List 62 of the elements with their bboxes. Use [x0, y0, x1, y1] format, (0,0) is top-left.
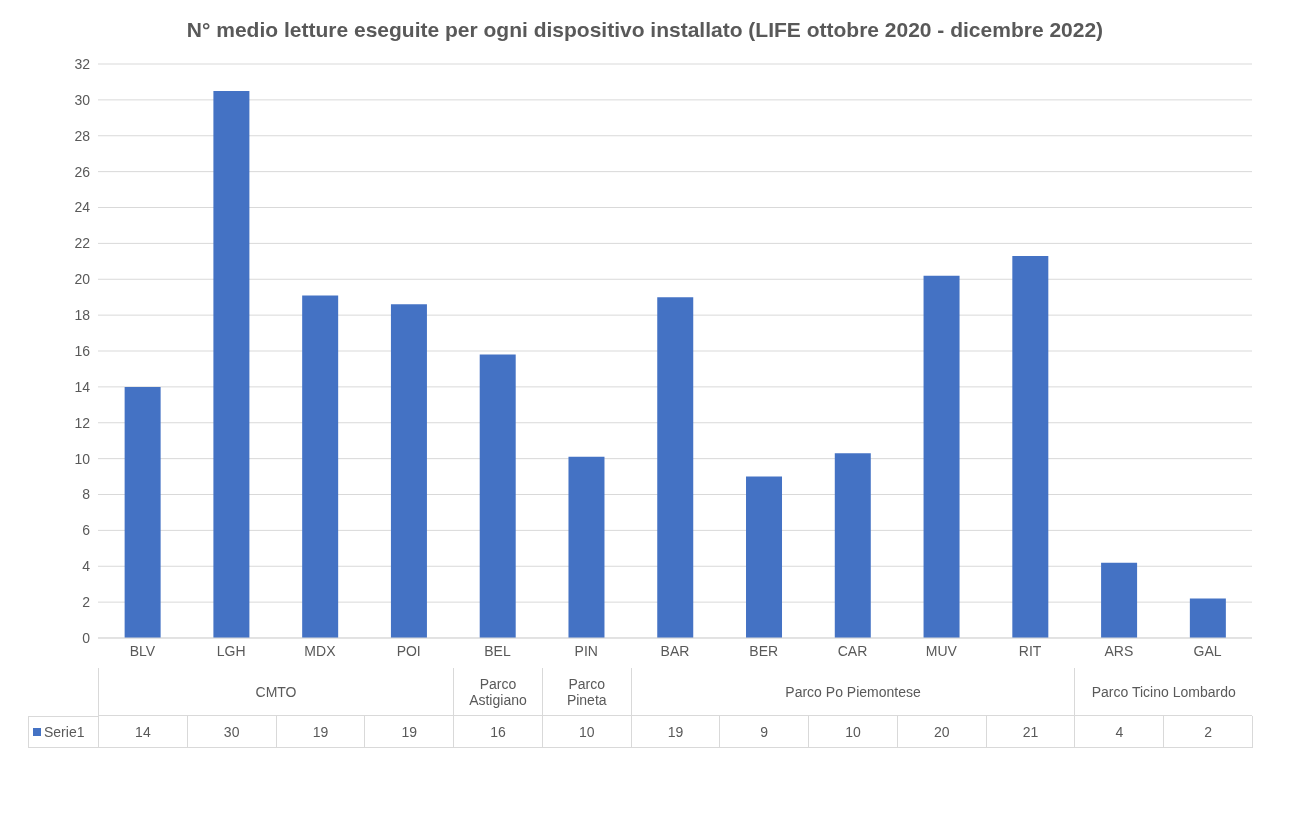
data-label: 19: [630, 716, 720, 748]
legend-label: Serie1: [28, 716, 98, 748]
chart-title: N° medio letture eseguite per ogni dispositivo installato (LIFE ottobre 2020 - dicembre 2022): [185, 17, 1105, 43]
data-label: 9: [719, 716, 809, 748]
bar: [390, 304, 427, 638]
y-tick-label: 4: [82, 558, 91, 575]
x-tick-label: RIT: [1018, 642, 1042, 659]
bar: [1012, 255, 1049, 638]
bar: [568, 456, 605, 638]
data-label: 19: [364, 716, 454, 748]
y-tick-label: 30: [74, 91, 91, 108]
text: Parco Ticino Lombardo: [1074, 668, 1252, 716]
x-tick-label: BAR: [660, 642, 690, 659]
bar: [746, 476, 783, 638]
x-tick-label: CAR: [837, 642, 868, 659]
y-tick-label: 8: [82, 486, 91, 503]
text: CMTO: [98, 668, 454, 716]
y-tick-label: 32: [74, 55, 91, 72]
bar: [124, 386, 161, 638]
y-tick-label: 0: [82, 629, 91, 646]
data-label: 2: [1163, 716, 1253, 748]
x-tick-label: MDX: [304, 642, 337, 659]
x-tick-label: ARS: [1104, 642, 1134, 659]
x-tick-label: BER: [749, 642, 779, 659]
x-tick-label: BLV: [129, 642, 156, 659]
text: Parco Pineta: [541, 668, 631, 716]
y-tick-label: 12: [74, 414, 91, 431]
data-label: 16: [453, 716, 542, 748]
y-tick-label: 22: [74, 235, 91, 252]
bar: [302, 295, 339, 638]
y-tick-label: 2: [82, 594, 91, 611]
bar: [1101, 562, 1138, 638]
y-tick-label: 18: [74, 307, 91, 324]
bar: [923, 275, 960, 638]
bar: [657, 297, 694, 638]
y-tick-label: 20: [74, 271, 91, 288]
text: Parco Astigiano: [453, 668, 542, 716]
bar: [1189, 598, 1226, 638]
bar: [213, 90, 250, 638]
y-tick-label: 28: [74, 127, 91, 144]
x-tick-label: BEL: [484, 642, 511, 659]
data-label: 30: [186, 716, 276, 748]
bar: [834, 453, 871, 638]
x-tick-label: PIN: [574, 642, 598, 659]
y-tick-label: 10: [74, 450, 91, 467]
data-label: 10: [808, 716, 897, 748]
y-tick-label: 6: [82, 522, 91, 539]
y-tick-label: 26: [74, 163, 91, 180]
y-tick-label: 16: [74, 342, 91, 359]
data-label: 21: [985, 716, 1075, 748]
data-label: 4: [1074, 716, 1164, 748]
bar: [479, 354, 516, 638]
y-tick-label: 24: [74, 199, 91, 216]
data-label: 10: [541, 716, 631, 748]
x-tick-label: MUV: [925, 642, 958, 659]
text: Parco Po Piemontese: [630, 668, 1075, 716]
x-tick-label: GAL: [1193, 642, 1222, 659]
data-label: 19: [275, 716, 365, 748]
data-label: 20: [896, 716, 986, 748]
y-tick-label: 14: [74, 378, 91, 395]
x-tick-label: POI: [396, 642, 421, 659]
x-tick-label: LGH: [216, 642, 246, 659]
